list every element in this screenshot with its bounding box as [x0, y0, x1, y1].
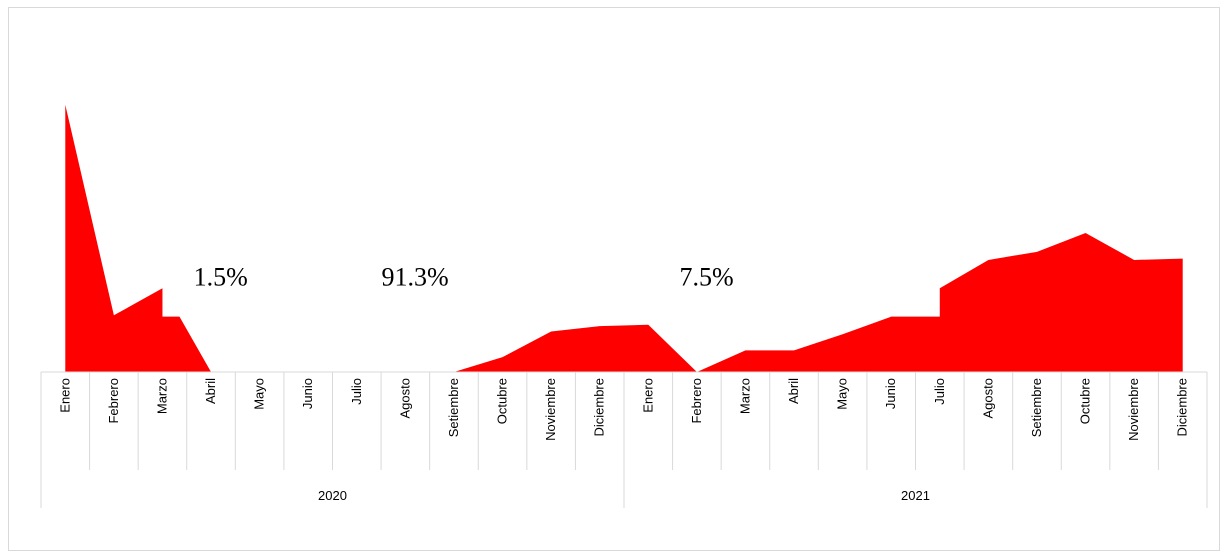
x-tick-label: Enero [57, 378, 72, 413]
x-tick-label: Setiembre [446, 378, 461, 437]
x-tick-label: Octubre [1078, 378, 1093, 424]
percentage-annotation: 1.5% [194, 263, 248, 292]
x-tick-label: Diciembre [592, 378, 607, 437]
x-tick-label: Marzo [154, 378, 169, 414]
x-tick-label: Julio [349, 378, 364, 405]
x-tick-label: Mayo [252, 378, 267, 410]
x-tick-label: Febrero [689, 378, 704, 424]
x-tick-label: Octubre [495, 378, 510, 424]
percentage-annotation: 7.5% [680, 263, 734, 292]
x-tick-label: Noviembre [1126, 378, 1141, 441]
x-tick-label: Diciembre [1175, 378, 1190, 437]
year-label: 2020 [318, 488, 347, 503]
x-tick-label: Agosto [397, 378, 412, 418]
x-tick-label: Julio [932, 378, 947, 405]
area-chart: Enero Febrero Marzo Abril Mayo Junio Julio Agos… [40, 104, 1208, 508]
x-tick-label: Junio [300, 378, 315, 409]
x-tick-label: Setiembre [1029, 378, 1044, 437]
x-tick-label: Enero [640, 378, 655, 413]
area-series-0 [65, 104, 1183, 372]
x-tick-label: Marzo [737, 378, 752, 414]
year-label: 2021 [901, 488, 930, 503]
percentage-annotation: 91.3% [382, 263, 449, 292]
x-tick-label: Abril [786, 378, 801, 404]
x-tick-label: Junio [883, 378, 898, 409]
x-tick-label: Agosto [980, 378, 995, 418]
chart-frame: Enero Febrero Marzo Abril Mayo Junio Julio Agos… [8, 7, 1220, 551]
x-tick-label: Mayo [835, 378, 850, 410]
x-tick-label: Febrero [106, 378, 121, 424]
x-tick-label: Abril [203, 378, 218, 404]
x-tick-label: Noviembre [543, 378, 558, 441]
